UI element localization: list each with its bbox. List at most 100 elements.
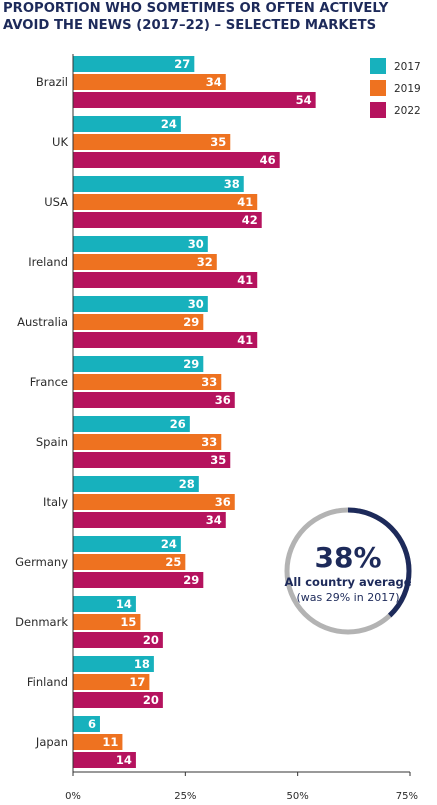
bar-spain-2017 — [73, 416, 190, 432]
value-label-brazil-2017: 27 — [174, 57, 190, 71]
bar-italy-2019 — [73, 494, 235, 510]
legend-label-2019: 2019 — [394, 83, 421, 95]
value-label-germany-2019: 25 — [165, 555, 181, 569]
bar-uk-2017 — [73, 116, 181, 132]
value-label-italy-2022: 34 — [206, 513, 222, 527]
value-label-usa-2019: 41 — [237, 195, 253, 209]
bar-france-2019 — [73, 374, 222, 390]
legend: 2017 2019 2022 — [370, 58, 421, 118]
value-label-finland-2019: 17 — [129, 675, 145, 689]
bar-denmark-2022 — [73, 632, 163, 648]
bar-ireland-2019 — [73, 254, 217, 270]
value-label-usa-2017: 38 — [224, 177, 240, 191]
bar-uk-2019 — [73, 134, 231, 150]
legend-label-2022: 2022 — [394, 105, 421, 117]
value-label-uk-2019: 35 — [210, 135, 226, 149]
category-label-spain: Spain — [36, 435, 68, 449]
value-label-uk-2017: 24 — [161, 117, 177, 131]
bar-uk-2022 — [73, 152, 280, 168]
bar-brazil-2019 — [73, 74, 226, 90]
category-label-australia: Australia — [17, 315, 68, 329]
value-label-ireland-2017: 30 — [188, 237, 204, 251]
average-badge: 38%All country average (was 29% in 2017) — [284, 507, 412, 635]
value-label-france-2019: 33 — [201, 375, 217, 389]
x-tick-label-0: 0% — [65, 791, 81, 802]
bar-usa-2022 — [73, 212, 262, 228]
bar-usa-2019 — [73, 194, 258, 210]
x-tick-label-50: 50% — [287, 791, 309, 802]
value-label-japan-2019: 11 — [102, 735, 118, 749]
value-label-denmark-2022: 20 — [143, 633, 159, 647]
bar-brazil-2022 — [73, 92, 316, 108]
bar-germany-2022 — [73, 572, 204, 588]
value-label-finland-2022: 20 — [143, 693, 159, 707]
bar-brazil-2017 — [73, 56, 195, 72]
legend-swatch-2017 — [370, 58, 386, 74]
x-axis: 0% 25% 50% 75% — [65, 54, 418, 802]
chart-title: PROPORTION WHO SOMETIMES OR OFTEN ACTIVE… — [3, 1, 389, 33]
category-label-italy: Italy — [43, 495, 68, 509]
value-label-spain-2019: 33 — [201, 435, 217, 449]
bar-france-2022 — [73, 392, 235, 408]
value-label-germany-2022: 29 — [183, 573, 199, 587]
legend-label-2017: 2017 — [394, 61, 421, 73]
value-label-germany-2017: 24 — [161, 537, 177, 551]
average-note: (was 29% in 2017) — [296, 591, 399, 604]
bar-australia-2022 — [73, 332, 258, 348]
average-value: 38% — [314, 541, 381, 574]
bar-spain-2019 — [73, 434, 222, 450]
value-label-usa-2022: 42 — [242, 213, 258, 227]
bar-australia-2019 — [73, 314, 204, 330]
value-label-spain-2022: 35 — [210, 453, 226, 467]
category-label-germany: Germany — [15, 555, 68, 569]
average-label: All country average — [284, 575, 411, 589]
value-label-brazil-2022: 54 — [296, 93, 312, 107]
value-label-australia-2017: 30 — [188, 297, 204, 311]
value-label-ireland-2022: 41 — [237, 273, 253, 287]
legend-swatch-2022 — [370, 102, 386, 118]
legend-swatch-2019 — [370, 80, 386, 96]
value-label-denmark-2017: 14 — [116, 597, 132, 611]
bar-finland-2019 — [73, 674, 150, 690]
bar-usa-2017 — [73, 176, 244, 192]
bar-japan-2019 — [73, 734, 123, 750]
value-label-japan-2022: 14 — [116, 753, 132, 767]
category-label-finland: Finland — [27, 675, 68, 689]
average-ring-arc — [284, 507, 412, 635]
bar-germany-2017 — [73, 536, 181, 552]
value-label-brazil-2019: 34 — [206, 75, 222, 89]
value-label-italy-2019: 36 — [215, 495, 231, 509]
value-label-australia-2019: 29 — [183, 315, 199, 329]
value-label-finland-2017: 18 — [134, 657, 150, 671]
value-label-denmark-2019: 15 — [120, 615, 136, 629]
bars-layer: Brazil 27 34 54 UK 24 35 46 USA 38 41 42 Ireland 30 32… — [15, 56, 316, 768]
x-tick-label-75: 75% — [396, 791, 418, 802]
value-label-france-2022: 36 — [215, 393, 231, 407]
bar-denmark-2017 — [73, 596, 136, 612]
bar-japan-2022 — [73, 752, 136, 768]
bar-italy-2022 — [73, 512, 226, 528]
value-label-uk-2022: 46 — [260, 153, 276, 167]
bar-france-2017 — [73, 356, 204, 372]
category-label-uk: UK — [52, 135, 68, 149]
bar-italy-2017 — [73, 476, 199, 492]
bar-ireland-2017 — [73, 236, 208, 252]
bar-denmark-2019 — [73, 614, 141, 630]
x-tick-label-25: 25% — [174, 791, 196, 802]
value-label-australia-2022: 41 — [237, 333, 253, 347]
category-label-denmark: Denmark — [15, 615, 68, 629]
value-label-france-2017: 29 — [183, 357, 199, 371]
bar-finland-2017 — [73, 656, 154, 672]
bar-spain-2022 — [73, 452, 231, 468]
value-label-italy-2017: 28 — [179, 477, 195, 491]
category-label-brazil: Brazil — [36, 75, 68, 89]
bar-ireland-2022 — [73, 272, 258, 288]
category-label-ireland: Ireland — [28, 255, 68, 269]
bar-germany-2019 — [73, 554, 186, 570]
category-label-usa: USA — [44, 195, 68, 209]
bar-japan-2017 — [73, 716, 100, 732]
bar-finland-2022 — [73, 692, 163, 708]
value-label-japan-2017: 6 — [88, 717, 96, 731]
